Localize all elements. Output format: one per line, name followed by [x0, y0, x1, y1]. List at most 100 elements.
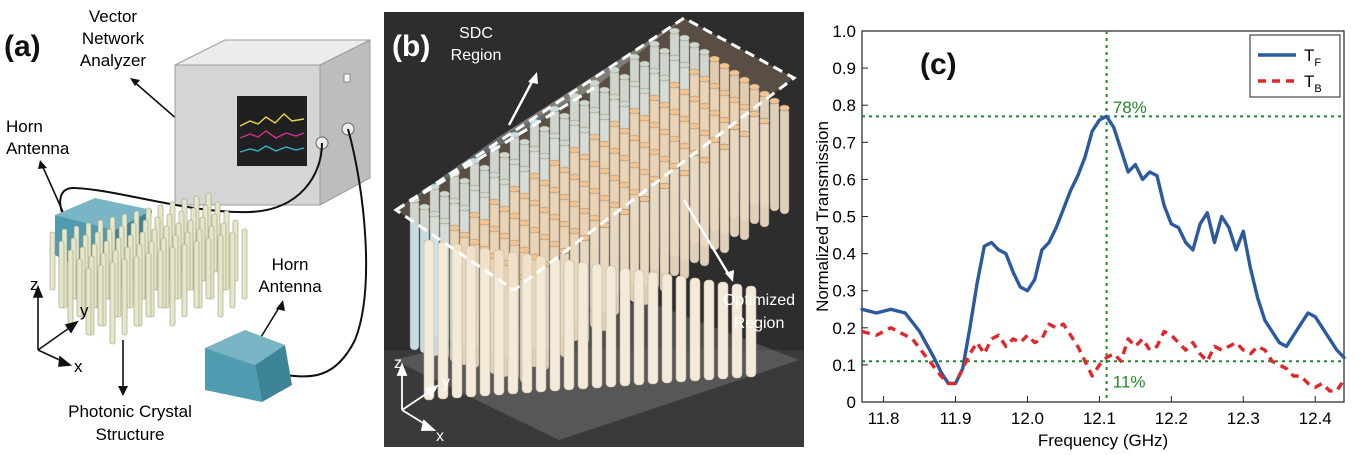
crystal-rod — [76, 258, 83, 318]
vna-pointer-arrow — [131, 79, 179, 121]
optimized-region-tint — [396, 18, 794, 290]
photo-rod-cap — [459, 204, 470, 212]
photonic-crystal-structure — [49, 192, 248, 345]
horn-bottom-label-line2: Antenna — [258, 277, 322, 296]
photo-rod — [689, 152, 700, 264]
vna-power-switch — [343, 73, 351, 83]
photo-rod-cap — [639, 114, 650, 122]
panel-a: (a) Vector Network Analyzer Horn Antenna — [0, 0, 380, 455]
photo-rod-cap — [699, 75, 710, 83]
photo-rod-cap — [679, 34, 690, 42]
photo-rod-cap — [559, 193, 570, 201]
x-tick-label: 11.8 — [868, 409, 900, 428]
photo-rod-cap — [549, 213, 560, 221]
photo-rod — [769, 100, 780, 212]
top-region-outline — [393, 16, 797, 292]
photo-rod-cap — [449, 197, 460, 205]
photo-rod-front — [689, 277, 701, 382]
y-tick-label: 1.0 — [832, 22, 856, 41]
photo-rod-cap — [679, 61, 690, 69]
photo-rod-front — [493, 249, 505, 396]
photo-rod-cap — [659, 101, 670, 109]
optimized-label-line1: Optimized — [723, 292, 795, 309]
photo-rod-front — [731, 283, 743, 379]
crystal-rod — [205, 237, 212, 300]
photo-rod-cap — [609, 120, 620, 128]
photo-rod-cap — [559, 112, 570, 120]
photo-rod-cap — [499, 151, 510, 159]
photo-rod-cap — [549, 240, 560, 248]
crystal-rod — [157, 249, 164, 309]
photo-rod-cap — [599, 113, 610, 121]
photo-rod-front — [703, 279, 715, 381]
crystal-rod — [193, 240, 200, 309]
photo-rod-cap — [689, 68, 700, 76]
photo-rod-cap — [559, 220, 570, 228]
photo-rod-cap — [609, 201, 620, 209]
photo-rod-cap — [619, 127, 630, 135]
photo-rod-cap — [589, 79, 600, 87]
photo-rod-cap — [719, 143, 730, 151]
crystal-rod — [85, 267, 92, 336]
photo-rod-cap — [479, 218, 490, 226]
photo-rod-cap — [569, 227, 580, 235]
photo-rod-front — [563, 259, 575, 391]
photo-rod-cap — [589, 160, 600, 168]
photo-rod-cap — [729, 96, 740, 104]
x-tick-label: 12.0 — [1011, 409, 1044, 428]
x-tick-label: 11.9 — [940, 409, 972, 428]
photo-rod-front — [549, 257, 561, 392]
axes-triad-b — [396, 362, 439, 431]
photo-rod-cap — [499, 178, 510, 186]
photo-rod-cap — [439, 190, 450, 198]
photo-rod — [739, 133, 750, 241]
photo-rod-cap — [609, 93, 620, 101]
photo-rod-cap — [619, 181, 630, 189]
photo-rod-cap — [469, 238, 480, 246]
photo-rod-front — [633, 269, 645, 386]
y-tick-label: 0.5 — [832, 208, 856, 227]
cable-bottom — [284, 128, 368, 378]
crystal-rod — [181, 243, 188, 318]
photo-rod-cap — [499, 205, 510, 213]
photo-rod-cap — [659, 128, 670, 136]
photo-rod-cap — [629, 80, 640, 88]
crystal-rod — [229, 231, 236, 309]
photo-rod-cap — [659, 47, 670, 55]
photo-rod-cap — [729, 69, 740, 77]
photo-rod-cap — [669, 27, 680, 35]
photo-rod-cap — [479, 164, 490, 172]
photo-rod-cap — [639, 141, 650, 149]
axis-y-label-b: y — [442, 374, 450, 391]
photo-rod-cap — [519, 246, 530, 254]
photo-rod-cap — [739, 130, 750, 138]
photo-rod-cap — [489, 171, 500, 179]
crystal-rod — [169, 246, 176, 327]
photo-rod-cap — [669, 135, 680, 143]
photo-rod-cap — [569, 173, 580, 181]
photo-rod-cap — [579, 126, 590, 134]
photo-rod-cap — [709, 109, 720, 117]
photo-rod-front — [675, 275, 687, 383]
sdc-boundary-outline — [395, 86, 595, 212]
photo-rod-cap — [599, 86, 610, 94]
vna-label-line2: Network — [82, 29, 145, 48]
panel-a-illustration: (a) Vector Network Analyzer Horn Antenna — [4, 7, 371, 444]
vna-trace-cyan — [239, 145, 305, 153]
photo-rod-cap — [689, 95, 700, 103]
photo-rod-cap — [539, 206, 550, 214]
photo-rod-cap — [529, 172, 540, 180]
y-tick-label: 0.7 — [832, 133, 856, 152]
photo-rod-cap — [589, 133, 600, 141]
photo-rod-cap — [739, 76, 750, 84]
photo-rod-cap — [519, 192, 530, 200]
vna-trace-yellow — [239, 113, 305, 127]
photo-rod-cap — [489, 225, 500, 233]
photo-rod-front — [535, 255, 547, 393]
photo-rod-cap — [709, 82, 720, 90]
photo-rod-front — [661, 273, 673, 384]
photo-rod-front — [619, 267, 631, 387]
photo-rod-cap — [509, 212, 520, 220]
photo-rod-cap — [759, 90, 770, 98]
photo-rod-front — [437, 241, 449, 400]
